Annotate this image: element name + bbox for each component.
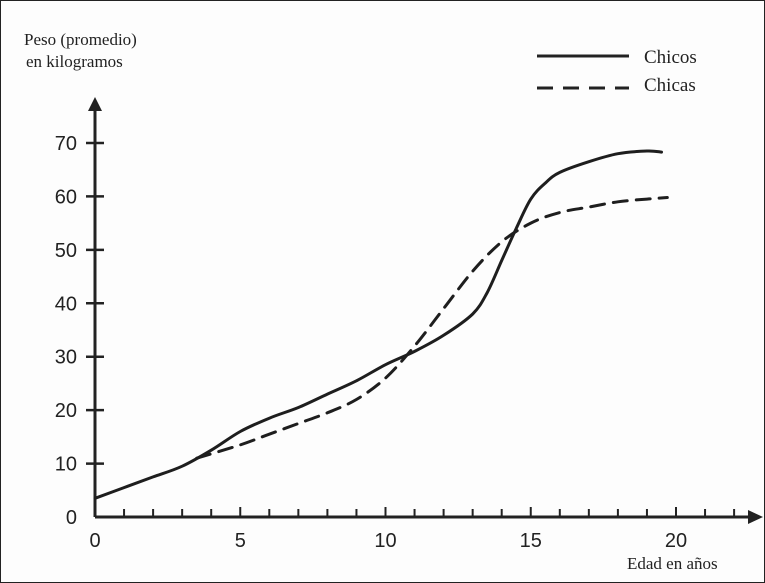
y-tick-label-60: 60 xyxy=(55,186,77,208)
legend: Chicos Chicas xyxy=(537,47,697,96)
x-axis-arrow xyxy=(748,510,763,524)
axes xyxy=(88,97,763,524)
x-tick-label-5: 5 xyxy=(235,530,246,552)
y-axis-label-line1: Peso (promedio) xyxy=(24,30,137,49)
x-tick-label-15: 15 xyxy=(520,530,542,552)
x-axis-label: Edad en años xyxy=(627,554,718,573)
legend-label-chicos: Chicos xyxy=(644,47,697,68)
x-tick-label-10: 10 xyxy=(374,530,396,552)
y-tick-label-10: 10 xyxy=(55,454,77,476)
y-tick-label-50: 50 xyxy=(55,240,77,262)
y-tick-label-20: 20 xyxy=(55,400,77,422)
series-line-chicos xyxy=(93,149,663,500)
ticks: 0 5 10 15 20 0 10 20 30 40 50 60 70 xyxy=(55,133,736,552)
y-axis-arrow xyxy=(88,97,102,111)
y-axis-label-line2: en kilogramos xyxy=(26,52,123,71)
y-tick-label-40: 40 xyxy=(55,293,77,315)
y-tick-label-30: 30 xyxy=(55,347,77,369)
x-tick-label-0: 0 xyxy=(89,530,100,552)
x-tick-label-20: 20 xyxy=(665,530,687,552)
series-line-chicas xyxy=(195,196,669,460)
y-tick-label-70: 70 xyxy=(55,133,77,155)
legend-label-chicas: Chicas xyxy=(644,75,696,96)
y-tick-label-0: 0 xyxy=(66,507,77,529)
series-layer xyxy=(93,149,669,500)
